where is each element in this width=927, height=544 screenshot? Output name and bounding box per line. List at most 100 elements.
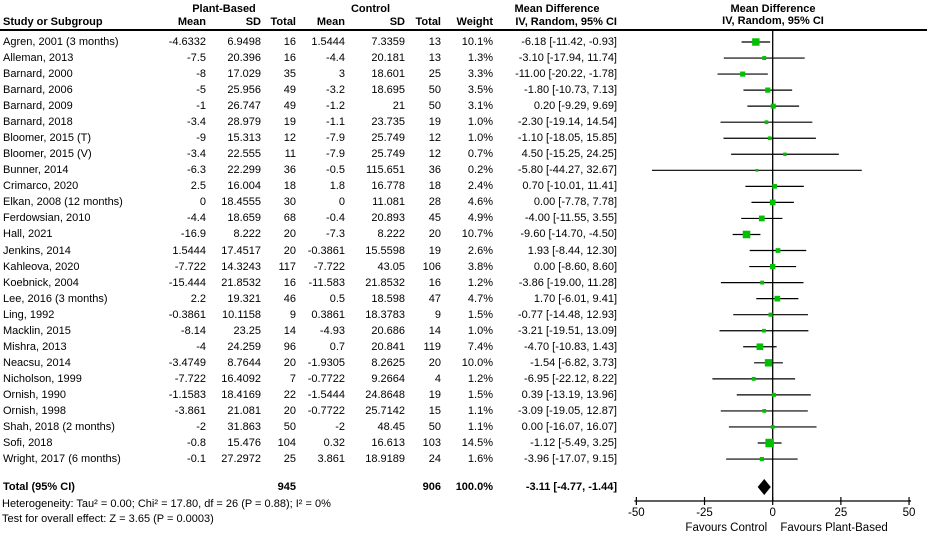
- pb-total: 14: [283, 324, 296, 337]
- study-name: Sofi, 2018: [3, 437, 53, 449]
- md-ci: 0.00 [-8.60, 8.60]: [533, 260, 617, 273]
- c-mean: -11.583: [308, 276, 346, 289]
- pb-total: 20: [283, 404, 296, 417]
- md-plot-subtitle: IV, Random, 95% CI: [722, 15, 824, 27]
- c-mean: -0.7722: [307, 404, 345, 417]
- pb-total: 68: [283, 212, 296, 225]
- table-row: Bloomer, 2015 (T) -9 15.313 12 -7.9 25.749 12 1…: [0, 130, 619, 146]
- c-mean: -0.3861: [307, 244, 345, 257]
- weight: 0.2%: [467, 164, 493, 177]
- pb-total: 20: [283, 244, 296, 257]
- weight: 1.5%: [467, 308, 493, 321]
- col-header-md-ci: IV, Random, 95% CI: [515, 16, 617, 28]
- pb-sd: 8.222: [233, 228, 261, 241]
- weight: 3.5%: [467, 84, 493, 97]
- c-mean: 0: [338, 196, 345, 209]
- c-sd: 48.45: [377, 420, 405, 433]
- c-mean: -4.93: [319, 324, 345, 337]
- heterogeneity-note: Heterogeneity: Tau² = 0.00; Chi² = 17.80…: [2, 498, 331, 510]
- study-name: Wright, 2017 (6 months): [3, 453, 121, 466]
- c-mean: -0.4: [326, 212, 345, 225]
- pb-sd: 18.659: [227, 212, 261, 225]
- weight: 2.4%: [467, 180, 493, 193]
- table-row: Ornish, 1990 -1.1583 18.4169 22 -1.5444 24.86…: [0, 387, 619, 403]
- md-ci: 1.70 [-6.01, 9.41]: [533, 292, 617, 305]
- study-name: Ferdowsian, 2010: [3, 212, 91, 225]
- favours-plant-based-label: Favours Plant-Based: [780, 522, 887, 534]
- table-row: Barnard, 2009 -1 26.747 49 -1.2 21 50 3.1% 0.20 …: [0, 98, 619, 114]
- c-sd: 18.601: [371, 68, 405, 81]
- c-total: 14: [428, 324, 441, 337]
- pb-total: 49: [283, 84, 296, 97]
- weight: 1.0%: [467, 132, 493, 145]
- pb-total: 7: [289, 372, 296, 385]
- c-total: 12: [428, 148, 441, 161]
- study-marker: [740, 71, 746, 77]
- col-header-pb-total: Total: [270, 16, 296, 28]
- study-marker: [772, 184, 777, 189]
- c-sd: 20.181: [371, 52, 405, 65]
- weight: 7.4%: [467, 340, 493, 353]
- table-row: Sofi, 2018 -0.8 15.476 104 0.32 16.613 103 14.5…: [0, 435, 619, 451]
- md-ci: -6.95 [-22.12, 8.22]: [524, 372, 617, 385]
- study-marker: [770, 263, 776, 270]
- c-sd: 16.778: [371, 180, 405, 193]
- table-row: Barnard, 2000 -8 17.029 35 3 18.601 25 3.3% -11.…: [0, 66, 619, 82]
- md-ci: -9.60 [-14.70, -4.50]: [520, 228, 617, 241]
- study-marker: [751, 376, 756, 381]
- pb-sd: 19.321: [227, 292, 261, 305]
- weight: 1.2%: [467, 276, 493, 289]
- c-total: 50: [428, 420, 441, 433]
- md-ci: 0.00 [-16.07, 16.07]: [521, 420, 617, 433]
- md-ci: 0.20 [-9.29, 9.69]: [533, 100, 617, 113]
- pb-total: 20: [283, 356, 296, 369]
- md-column-title: Mean Difference: [514, 3, 600, 15]
- study-name: Jenkins, 2014: [3, 244, 71, 257]
- pb-mean: -3.861: [174, 404, 206, 417]
- pb-total: 36: [283, 164, 296, 177]
- pb-sd: 15.313: [227, 132, 261, 145]
- pb-sd: 22.299: [227, 164, 261, 177]
- c-sd: 9.2664: [371, 372, 405, 385]
- total-weight: 100.0%: [455, 481, 493, 493]
- study-name: Bloomer, 2015 (T): [3, 132, 92, 145]
- table-row: Crimarco, 2020 2.5 16.004 18 1.8 16.778 18 2.4%…: [0, 178, 619, 194]
- md-ci: -0.77 [-14.48, 12.93]: [517, 308, 617, 321]
- pb-mean: -2: [196, 420, 206, 433]
- pb-mean: -5: [196, 84, 206, 97]
- study-name: Ling, 1992: [3, 308, 55, 321]
- study-marker: [767, 136, 772, 141]
- pb-total: 16: [283, 52, 296, 65]
- table-row: Barnard, 2018 -3.4 28.979 19 -1.1 23.735 19 1.0…: [0, 114, 619, 130]
- axis-tick-label: 0: [769, 507, 775, 519]
- md-ci: -3.10 [-17.94, 11.74]: [518, 52, 617, 65]
- study-marker: [769, 199, 776, 206]
- md-ci: 4.50 [-15.25, 24.25]: [521, 148, 617, 161]
- weight: 4.7%: [467, 292, 493, 305]
- c-sd: 7.3359: [371, 36, 405, 48]
- study-name: Hall, 2021: [3, 228, 53, 241]
- c-mean: -1.1: [326, 116, 345, 129]
- pb-mean: -0.3861: [168, 308, 206, 321]
- pb-mean: 2.5: [190, 180, 206, 193]
- pb-mean: -8.14: [180, 324, 206, 337]
- summary-diamond: [757, 479, 771, 495]
- c-sd: 23.735: [371, 116, 405, 129]
- md-ci: -1.80 [-10.73, 7.13]: [524, 84, 617, 97]
- pb-sd: 18.4169: [221, 388, 261, 401]
- pb-mean: 2.2: [190, 292, 206, 305]
- axis-tick-label: 25: [834, 507, 847, 519]
- study-name: Alleman, 2013: [3, 52, 74, 65]
- pb-mean: -6.3: [187, 164, 206, 177]
- study-marker: [755, 168, 759, 172]
- md-ci: 0.39 [-13.19, 13.96]: [521, 388, 617, 401]
- study-marker: [760, 280, 765, 285]
- pb-mean: -1.1583: [168, 388, 206, 401]
- table-row: Ornish, 1998 -3.861 21.081 20 -0.7722 25.7142…: [0, 403, 619, 419]
- study-marker: [770, 425, 775, 429]
- md-ci: 0.00 [-7.78, 7.78]: [533, 196, 617, 209]
- c-mean: -2: [335, 420, 345, 433]
- c-mean: -1.9305: [307, 356, 345, 369]
- c-mean: 0.5: [329, 292, 345, 305]
